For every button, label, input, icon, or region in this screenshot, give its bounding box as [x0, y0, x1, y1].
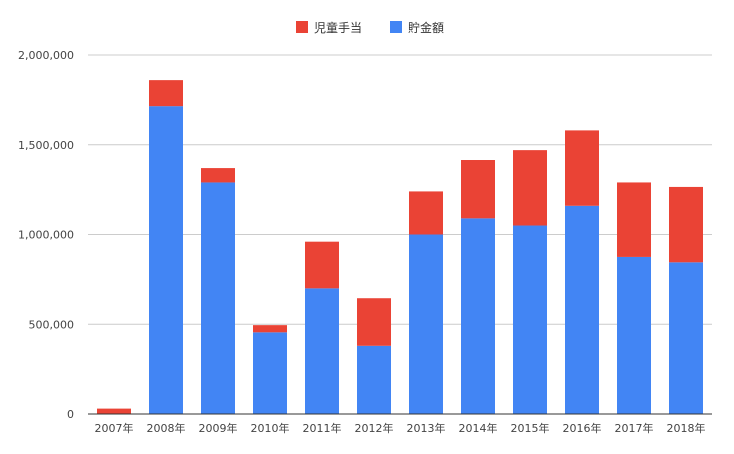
y-tick-label: 1,500,000 [18, 139, 74, 152]
x-tick-label: 2015年 [511, 421, 550, 435]
bar-savings-2015年 [513, 225, 547, 414]
bar-savings-2012年 [357, 345, 391, 414]
legend-swatch [390, 21, 402, 33]
y-tick-label: 1,000,000 [18, 229, 74, 242]
x-axis: 2007年 2008年 2009年 2010年 2011年 2012年 2013年 2014年… [88, 413, 712, 435]
x-tick-label: 2018年 [667, 421, 706, 435]
bar-child-allowance-2015年 [513, 150, 547, 226]
x-tick-label: 2007年 [95, 421, 134, 435]
legend-swatch [296, 21, 308, 33]
bar-child-allowance-2014年 [461, 160, 495, 219]
bar-savings-2011年 [305, 288, 339, 414]
x-tick-label: 2009年 [199, 421, 238, 435]
bar-savings-2014年 [461, 218, 495, 414]
bar-savings-2018年 [669, 262, 703, 414]
bar-child-allowance-2011年 [305, 241, 339, 289]
bar-savings-2009年 [201, 182, 235, 414]
x-tick-label: 2012年 [355, 421, 394, 435]
y-tick-label: 0 [67, 408, 74, 421]
legend-label: 児童手当 [314, 20, 362, 35]
x-tick-label: 2011年 [303, 421, 342, 435]
bar-child-allowance-2018年 [669, 186, 703, 263]
gridlines [88, 54, 712, 325]
legend-label: 貯金額 [408, 20, 444, 35]
x-tick-label: 2017年 [615, 421, 654, 435]
y-axis: 0 500,000 1,000,000 1,500,000 2,000,000 [18, 49, 74, 421]
bar-child-allowance-2012年 [357, 298, 391, 346]
bar-savings-2016年 [565, 205, 599, 414]
x-tick-label: 2010年 [251, 421, 290, 435]
bars [97, 80, 703, 414]
y-tick-label: 500,000 [29, 318, 75, 331]
bar-savings-2008年 [149, 106, 183, 414]
bar-child-allowance-2017年 [617, 182, 651, 257]
legend: 児童手当 貯金額 [296, 20, 444, 35]
bar-child-allowance-2007年 [97, 408, 131, 414]
x-tick-label: 2014年 [459, 421, 498, 435]
bar-savings-2017年 [617, 256, 651, 414]
x-tick-label: 2008年 [147, 421, 186, 435]
bar-child-allowance-2016年 [565, 130, 599, 206]
bar-child-allowance-2010年 [253, 325, 287, 333]
bar-savings-2010年 [253, 332, 287, 414]
y-tick-label: 2,000,000 [18, 49, 74, 62]
bar-child-allowance-2013年 [409, 191, 443, 235]
x-tick-label: 2013年 [407, 421, 446, 435]
bar-savings-2013年 [409, 234, 443, 414]
bar-child-allowance-2008年 [149, 80, 183, 107]
bar-child-allowance-2009年 [201, 168, 235, 183]
x-tick-label: 2016年 [563, 421, 602, 435]
